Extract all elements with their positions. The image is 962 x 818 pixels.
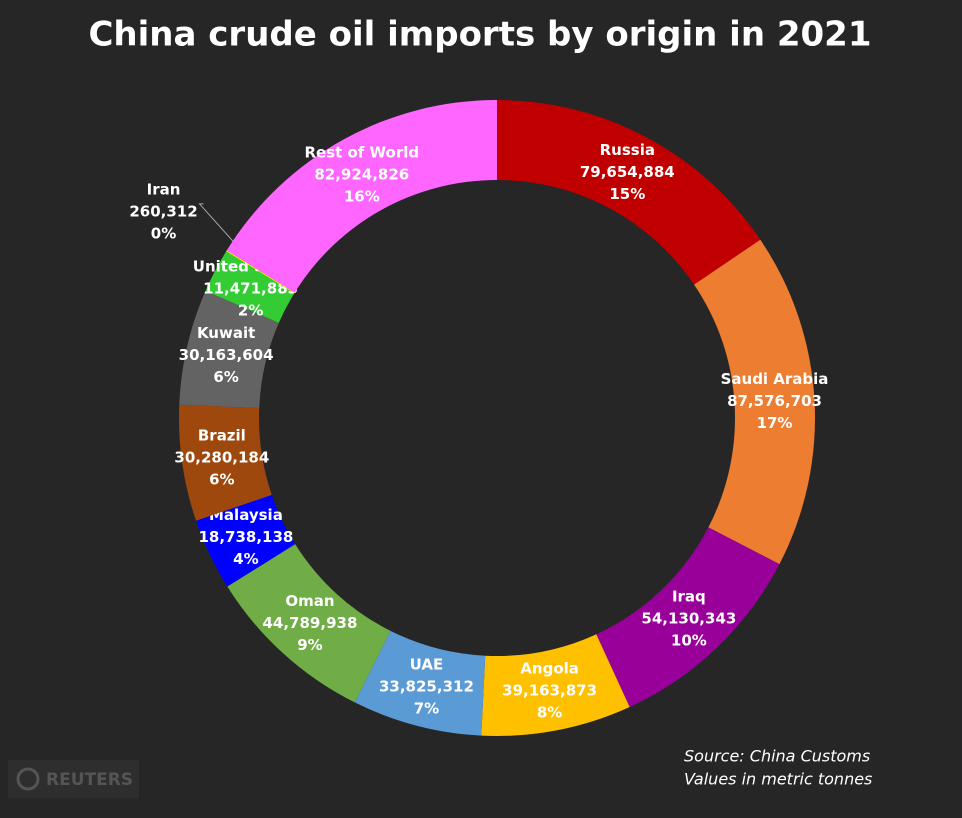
slice-value: 39,163,873 xyxy=(502,681,597,699)
slice-percent: 15% xyxy=(609,185,645,203)
units-note: Values in metric tonnes xyxy=(684,770,872,789)
slice-label: Malaysia xyxy=(209,506,283,524)
slice-label: Kuwait xyxy=(197,324,255,342)
slice-percent: 7% xyxy=(414,699,439,717)
chart-title: China crude oil imports by origin in 202… xyxy=(88,15,871,55)
slice-value: 18,738,138 xyxy=(198,528,293,546)
watermark-logo xyxy=(16,767,40,791)
slice-value: 44,789,938 xyxy=(262,614,357,632)
donut-slice xyxy=(354,630,486,736)
slice-percent: 6% xyxy=(213,368,238,386)
slice-percent: 16% xyxy=(344,188,380,206)
slice-percent: 9% xyxy=(297,636,322,654)
slice-percent: 17% xyxy=(757,414,793,432)
donut-slice xyxy=(196,494,296,587)
slice-value: 260,312 xyxy=(129,202,197,220)
source-note: Source: China Customs xyxy=(684,747,870,766)
slice-value: 82,924,826 xyxy=(314,166,409,184)
watermark-box xyxy=(8,760,139,798)
slice-percent: 6% xyxy=(209,470,234,488)
slice-percent: 2% xyxy=(238,302,263,320)
slice-value: 33,825,312 xyxy=(379,677,474,695)
slice-value: 30,280,184 xyxy=(174,448,269,466)
slice-label: Russia xyxy=(600,141,655,159)
slice-percent: 8% xyxy=(537,703,562,721)
donut-slice xyxy=(481,634,630,737)
slice-label: Iran xyxy=(147,180,181,198)
slice-value: 54,130,343 xyxy=(641,610,736,628)
donut-slice xyxy=(179,290,279,409)
donut-slice xyxy=(179,404,272,521)
donut-slice xyxy=(497,100,761,285)
slice-label: Oman xyxy=(285,592,334,610)
slice-label: Saudi Arabia xyxy=(721,370,829,388)
slice-percent: 4% xyxy=(233,550,258,568)
slice-value: 87,576,703 xyxy=(727,392,822,410)
donut-slice xyxy=(596,527,780,708)
donut-slice xyxy=(694,239,815,565)
slice-label: Brazil xyxy=(198,426,246,444)
slice-percent: 0% xyxy=(151,224,176,242)
slice-label: Iraq xyxy=(672,588,706,606)
slice-label: Rest of World xyxy=(304,144,419,162)
slice-label: UAE xyxy=(410,655,444,673)
slice-value: 11,471,883 xyxy=(203,280,298,298)
donut-slice xyxy=(205,251,295,323)
donut-slice xyxy=(226,100,498,293)
watermark: REUTERS xyxy=(46,770,133,790)
slice-label: Angola xyxy=(520,659,579,677)
slice-value: 30,163,604 xyxy=(179,346,274,364)
donut-slice xyxy=(227,544,391,703)
slice-percent: 10% xyxy=(671,632,707,650)
slice-value: 79,654,884 xyxy=(580,163,675,181)
